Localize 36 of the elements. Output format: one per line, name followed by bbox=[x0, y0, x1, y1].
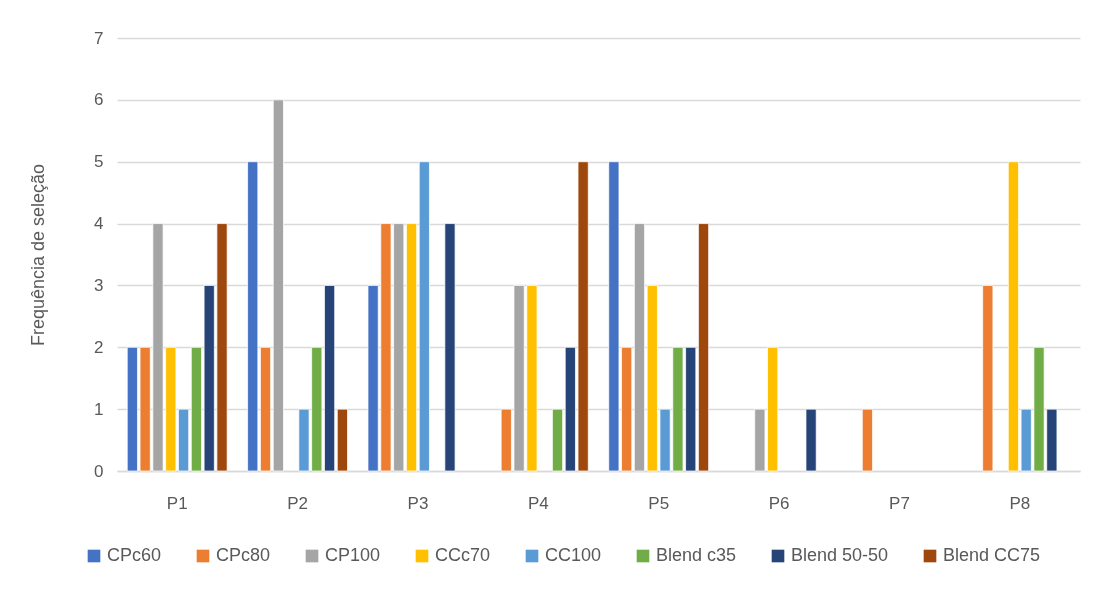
y-tick-label: 5 bbox=[94, 152, 104, 172]
y-tick-label: 4 bbox=[94, 214, 104, 234]
y-tick-label: 1 bbox=[94, 399, 104, 419]
bar bbox=[418, 161, 430, 472]
legend-label: CCc70 bbox=[435, 545, 491, 565]
y-tick-label: 6 bbox=[94, 90, 104, 110]
y-tick-label: 7 bbox=[94, 28, 104, 48]
bar bbox=[982, 285, 994, 472]
x-tick-label: P4 bbox=[527, 493, 549, 513]
x-tick-label: P3 bbox=[407, 493, 429, 513]
legend-label: Blend c35 bbox=[656, 545, 737, 565]
bar bbox=[805, 408, 817, 472]
legend-label: CC100 bbox=[545, 545, 602, 565]
legend-label: CP100 bbox=[325, 545, 381, 565]
legend-label: CPc80 bbox=[216, 545, 271, 565]
bar bbox=[698, 223, 710, 472]
bar bbox=[406, 223, 418, 472]
y-tick-label: 3 bbox=[94, 275, 104, 295]
bar bbox=[633, 223, 645, 472]
bar bbox=[444, 223, 456, 472]
bar bbox=[552, 408, 564, 472]
x-tick-label: P7 bbox=[889, 493, 910, 513]
y-tick-label: 0 bbox=[94, 461, 104, 481]
x-tick-label: P6 bbox=[768, 493, 790, 513]
x-tick-label: P1 bbox=[166, 493, 188, 513]
legend-label: CPc60 bbox=[107, 545, 162, 565]
x-tick-label: P8 bbox=[1009, 493, 1031, 513]
legend-label: Blend 50-50 bbox=[791, 545, 889, 565]
bar bbox=[272, 99, 284, 472]
x-tick-label: P5 bbox=[648, 493, 670, 513]
y-tick-label: 2 bbox=[94, 337, 104, 357]
y-axis-title: Frequência de seleção bbox=[28, 163, 49, 347]
legend-label: Blend CC75 bbox=[943, 545, 1041, 565]
x-tick-label: P2 bbox=[287, 493, 308, 513]
bar bbox=[336, 408, 348, 472]
bar bbox=[861, 408, 873, 472]
